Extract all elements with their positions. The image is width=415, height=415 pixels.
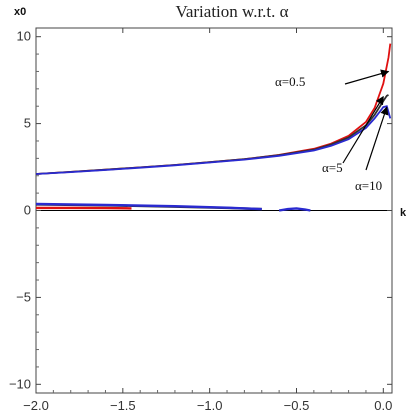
annotation-label: α=10 — [355, 178, 382, 193]
x-tick-label: 0.0 — [374, 398, 392, 413]
lower-branch-line — [35, 202, 262, 211]
annotation-label: α=5 — [322, 160, 343, 175]
x-tick-label: −0.5 — [284, 398, 310, 413]
chart-title: Variation w.r.t. α — [175, 2, 288, 21]
annotation-label: α=0.5 — [275, 74, 305, 89]
series-line — [35, 43, 392, 175]
x-axis-label: k — [400, 207, 407, 219]
series-group — [35, 43, 392, 212]
y-tick-label: 10 — [17, 29, 31, 44]
annotation-arrow — [344, 69, 390, 85]
annotation-arrow — [365, 106, 389, 171]
lower-branch-line — [278, 207, 311, 212]
series-line — [35, 105, 392, 175]
annotations-group: α=0.5 α=5 α=10 — [275, 69, 390, 193]
y-tick-label: −5 — [16, 289, 31, 304]
y-tick-label: −10 — [9, 376, 31, 391]
lower-branch-line — [36, 206, 132, 210]
x-tick-label: −1.5 — [110, 398, 136, 413]
y-tick-label: 0 — [24, 203, 31, 218]
y-tick-label: 5 — [24, 116, 31, 131]
x-tick-label: −1.0 — [197, 398, 223, 413]
ticks-group: −10 −5 0 5 10 −2.0 −1.5 −1.0 −0.5 0.0 — [9, 28, 392, 413]
x-tick-label: −2.0 — [23, 398, 49, 413]
y-axis-label: x0 — [14, 6, 26, 18]
annotation-arrow — [342, 95, 384, 164]
